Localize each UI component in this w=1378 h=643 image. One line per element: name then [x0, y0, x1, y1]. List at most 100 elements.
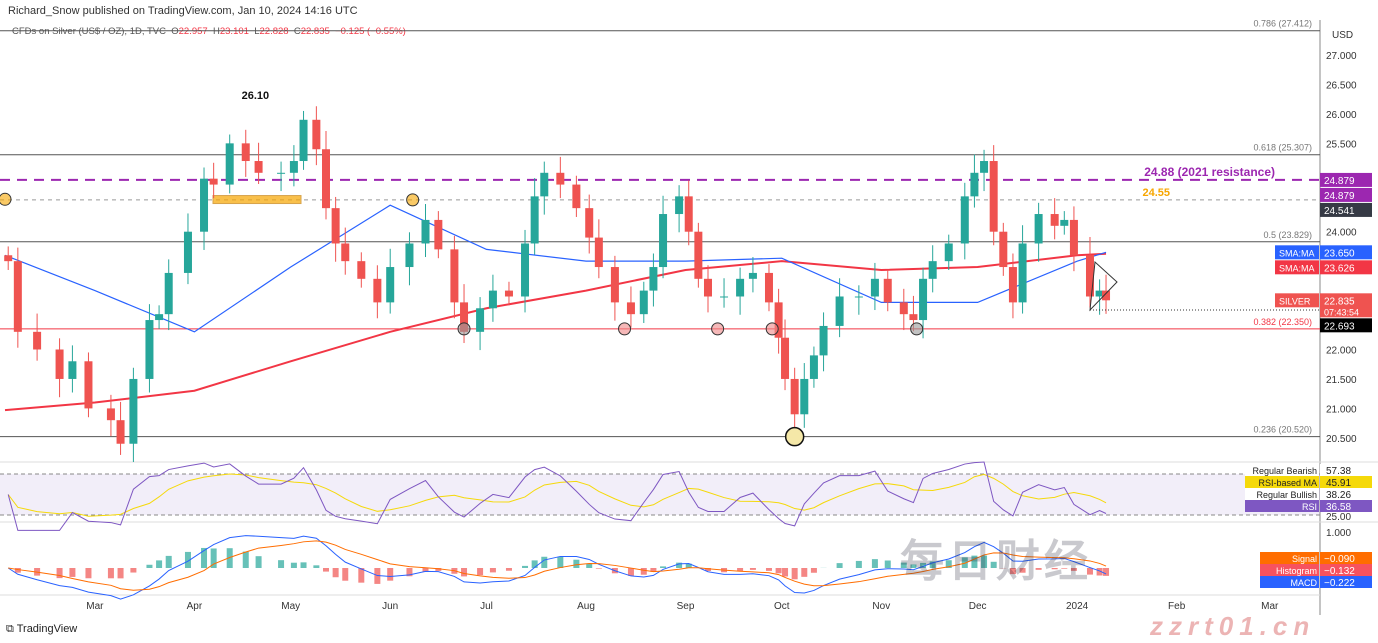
pivot-circle: [0, 192, 12, 206]
candle-body: [145, 320, 154, 379]
rsi-tag-value: 57.38: [1326, 466, 1351, 477]
candle-body: [835, 296, 844, 326]
candle-body: [909, 314, 918, 321]
rsi-band: [0, 474, 1320, 515]
macd-histogram-bar: [782, 568, 789, 577]
macd-histogram-bar: [557, 556, 564, 568]
macd-histogram-bar: [801, 568, 808, 577]
sma-200-line: [4, 252, 1107, 412]
candle-body: [164, 272, 173, 315]
y-tick-label: 27.000: [1326, 51, 1357, 62]
candle-body: [883, 278, 892, 303]
price-tag-value: 23.626: [1324, 263, 1355, 274]
macd-histogram-bar: [290, 562, 297, 568]
candle-body: [659, 214, 668, 268]
candle-body: [1008, 267, 1017, 303]
rsi-tag: [1320, 476, 1372, 488]
price-tag-value: 23.650: [1324, 248, 1355, 259]
candle-body: [639, 290, 648, 315]
macd-histogram-bar: [477, 568, 484, 576]
x-tick-label: Aug: [577, 601, 595, 612]
candle-body: [764, 272, 773, 303]
x-tick-label: Nov: [872, 601, 890, 612]
macd-histogram-bar: [1086, 568, 1093, 575]
x-tick-label: Feb: [1168, 601, 1186, 612]
macd-tick: 1.000: [1326, 528, 1351, 539]
level-label: 0.786 (27.412): [1253, 19, 1312, 29]
macd-histogram-bar: [910, 564, 917, 568]
macd-histogram-bar: [929, 561, 936, 568]
macd-tag-value: −0.222: [1324, 578, 1355, 589]
rsi-tag-label: RSI: [1302, 502, 1317, 512]
rsi-tag-value: 45.91: [1326, 478, 1351, 489]
macd-histogram-bar: [226, 548, 233, 568]
candle-body: [476, 308, 485, 332]
support-zone: [212, 195, 302, 205]
macd-histogram-bar: [1096, 568, 1103, 576]
macd-histogram-bar: [165, 555, 172, 568]
macd-histogram-bar: [810, 568, 817, 573]
countdown: 07:43:54: [1324, 307, 1359, 317]
y-tick-label: 21.500: [1326, 375, 1357, 386]
macd-tag-label: Signal: [1292, 554, 1317, 564]
candle-body: [331, 208, 340, 244]
candle-body: [610, 267, 619, 303]
macd-histogram-bar: [531, 560, 538, 568]
candle-body: [980, 161, 989, 173]
macd-histogram-bar: [640, 568, 647, 575]
macd-histogram-bar: [660, 566, 667, 568]
macd-histogram-bar: [871, 559, 878, 568]
triangle-pattern: [1089, 260, 1118, 312]
candle-body: [626, 302, 635, 315]
candle-body: [774, 302, 783, 338]
macd-histogram-bar: [422, 568, 429, 572]
candle-body: [919, 278, 928, 321]
x-tick-label: Dec: [969, 601, 987, 612]
candle-body: [556, 172, 565, 185]
macd-histogram-bar: [1009, 568, 1016, 575]
macd-histogram-bar: [1103, 568, 1110, 576]
candle-body: [809, 355, 818, 379]
candle-body: [684, 196, 693, 232]
pivot-circle: [457, 322, 471, 336]
macd-histogram-bar: [300, 562, 307, 568]
macd-histogram-bar: [313, 565, 320, 568]
macd-histogram-bar: [650, 568, 657, 572]
macd-histogram-bar: [278, 560, 285, 568]
candle-body: [1034, 214, 1043, 244]
candle-body: [4, 255, 13, 262]
macd-histogram-bar: [573, 559, 580, 568]
rsi-tick: 25.00: [1326, 512, 1351, 523]
macd-histogram-bar: [981, 555, 988, 568]
rsi-tag-label: Regular Bullish: [1256, 490, 1317, 500]
macd-histogram-bar: [201, 547, 208, 568]
macd-histogram-bar: [945, 560, 952, 568]
y-tick-label: 22.000: [1326, 346, 1357, 357]
series-tag-label: SMA:MA: [1279, 263, 1315, 273]
macd-histogram-bar: [586, 564, 593, 568]
macd-histogram-bar: [323, 568, 329, 572]
candle-body: [675, 196, 684, 215]
candle-body: [312, 119, 321, 150]
y-tick-label: 26.000: [1326, 110, 1357, 121]
macd-histogram-bar: [358, 568, 365, 583]
macd-histogram-bar: [749, 568, 756, 570]
rsi-tag-label: RSI-based MA: [1258, 478, 1317, 488]
candle-body: [521, 243, 530, 297]
macd-histogram-bar: [1019, 568, 1026, 573]
level-label: 0.5 (23.829): [1263, 230, 1312, 240]
macd-histogram-bar: [56, 568, 63, 579]
candle-body: [254, 161, 263, 173]
macd-histogram-bar: [242, 551, 249, 568]
macd-histogram-bar: [184, 551, 191, 568]
macd-histogram-bar: [971, 555, 978, 568]
macd-histogram-bar: [676, 562, 683, 568]
rsi-tag-value: 36.58: [1326, 502, 1351, 513]
price-tag: [1320, 187, 1372, 202]
price-tag-value: 22.835: [1324, 296, 1355, 307]
macd-histogram-bar: [627, 568, 634, 576]
candle-body: [299, 119, 308, 162]
candle-body: [155, 314, 164, 321]
open-value: 22.957: [178, 26, 208, 37]
